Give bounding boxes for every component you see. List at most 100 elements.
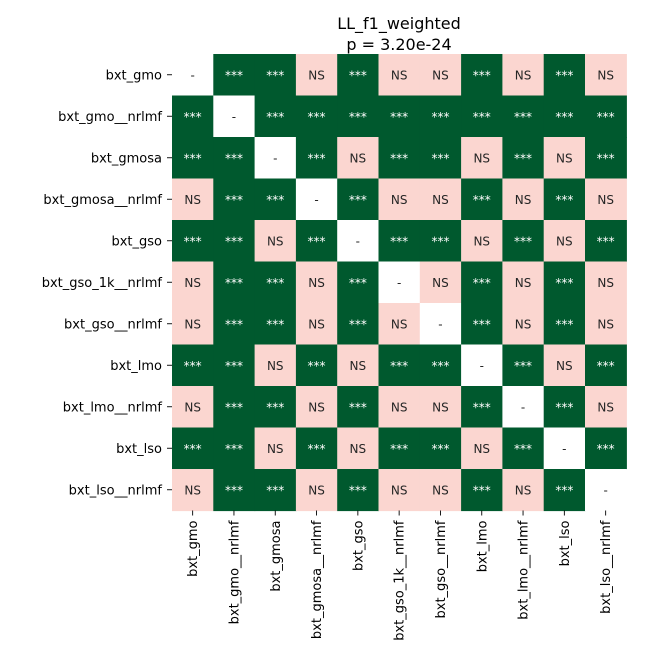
heatmap-cell — [378, 54, 421, 97]
cell-label: NS — [308, 317, 325, 331]
heatmap-cell — [378, 303, 421, 346]
cell-label: NS — [597, 317, 614, 331]
heatmap-cell — [172, 469, 214, 512]
heatmap-cell — [295, 220, 338, 263]
y-tick-label: bxt_lmo__nrlmf — [63, 400, 163, 415]
cell-label: NS — [597, 276, 614, 290]
heatmap-cell — [461, 137, 503, 180]
cell-label: *** — [225, 359, 243, 373]
heatmap-cell — [585, 344, 627, 387]
heatmap-cell — [172, 54, 214, 97]
cell-label: *** — [390, 442, 408, 456]
heatmap-cell — [378, 344, 421, 387]
y-tick-label: bxt_gmo__nrlmf — [58, 110, 162, 125]
heatmap-cell — [337, 303, 380, 346]
heatmap-cell — [585, 137, 627, 180]
cell-label: - — [603, 483, 607, 497]
x-tick-label: bxt_gso__nrlmf — [434, 520, 449, 618]
cell-label: *** — [390, 234, 408, 248]
heatmap-cell — [213, 344, 256, 387]
cell-label: NS — [184, 276, 201, 290]
heatmap-cell — [254, 95, 297, 138]
heatmap-cell — [295, 178, 338, 221]
cell-label: *** — [349, 193, 367, 207]
cell-label: *** — [225, 483, 243, 497]
heatmap-cell — [337, 469, 380, 512]
heatmap-cell — [461, 427, 503, 470]
cell-label: NS — [267, 442, 284, 456]
heatmap-cell — [213, 386, 256, 429]
heatmap-cell — [295, 303, 338, 346]
heatmap-cell — [337, 261, 380, 304]
cell-label: NS — [350, 442, 367, 456]
heatmap-cell — [295, 344, 338, 387]
cell-label: *** — [597, 151, 615, 165]
heatmap-cell — [213, 261, 256, 304]
cell-label: *** — [473, 276, 491, 290]
heatmap-cell — [585, 95, 627, 138]
cell-label: - — [562, 442, 566, 456]
chart-title: LL_f1_weighted — [337, 14, 461, 34]
cell-label: *** — [555, 317, 573, 331]
heatmap-cell — [337, 344, 380, 387]
heatmap-cell — [419, 427, 462, 470]
cell-label: *** — [473, 110, 491, 124]
cell-label: NS — [184, 193, 201, 207]
cell-label: *** — [431, 359, 449, 373]
cell-label: *** — [597, 234, 615, 248]
y-tick-label: bxt_lso__nrlmf — [69, 483, 163, 498]
heatmap-cell — [543, 344, 586, 387]
heatmap-cell — [585, 469, 627, 512]
heatmap-cell — [213, 137, 256, 180]
cell-label: NS — [391, 193, 408, 207]
y-tick-label: bxt_gmosa__nrlmf — [43, 193, 162, 208]
x-tick-label: bxt_gmo — [186, 520, 201, 576]
heatmap-cell — [543, 386, 586, 429]
heatmap-cell — [419, 54, 462, 97]
cell-label: NS — [308, 68, 325, 82]
heatmap-cell — [378, 427, 421, 470]
heatmap-cell — [172, 95, 214, 138]
heatmap-cell — [254, 137, 297, 180]
heatmap-cell — [172, 220, 214, 263]
heatmap-cell — [213, 54, 256, 97]
cell-label: NS — [515, 317, 532, 331]
heatmap-cell — [295, 54, 338, 97]
cell-label: *** — [225, 317, 243, 331]
cell-label: *** — [266, 400, 284, 414]
cell-label: *** — [184, 151, 202, 165]
cell-label: NS — [432, 483, 449, 497]
x-tick-label: bxt_gmo__nrlmf — [227, 520, 242, 624]
heatmap-cell — [172, 344, 214, 387]
cell-label: *** — [473, 400, 491, 414]
heatmap-cell — [543, 54, 586, 97]
cell-label: *** — [555, 193, 573, 207]
heatmap-cell — [461, 469, 503, 512]
heatmap-cell — [295, 427, 338, 470]
heatmap-cell — [213, 178, 256, 221]
heatmap-cell — [502, 220, 545, 263]
heatmap-cell — [419, 469, 462, 512]
heatmap-cell — [295, 137, 338, 180]
cell-label: *** — [349, 483, 367, 497]
heatmap-cell — [172, 261, 214, 304]
cell-label: - — [190, 68, 194, 82]
cell-label: NS — [556, 151, 573, 165]
x-axis-labels: bxt_gmo bxt_gmo__nrlmf bxt_gmosa bxt_gmosa_… — [186, 510, 614, 641]
cell-label: - — [232, 110, 236, 124]
heatmap-cell — [461, 220, 503, 263]
heatmap-cell — [585, 178, 627, 221]
heatmap-cell — [172, 303, 214, 346]
heatmap-cell — [378, 137, 421, 180]
heatmap-cell — [461, 54, 503, 97]
heatmap-cell — [419, 261, 462, 304]
cell-label: *** — [225, 193, 243, 207]
x-tick-label: bxt_gso — [351, 520, 366, 571]
heatmap-cell — [502, 95, 545, 138]
cell-label: NS — [391, 483, 408, 497]
cell-label: *** — [225, 400, 243, 414]
heatmap-cell — [543, 303, 586, 346]
cell-label: NS — [308, 483, 325, 497]
cell-label: NS — [350, 359, 367, 373]
x-tick-label: bxt_lmo__nrlmf — [517, 520, 532, 620]
